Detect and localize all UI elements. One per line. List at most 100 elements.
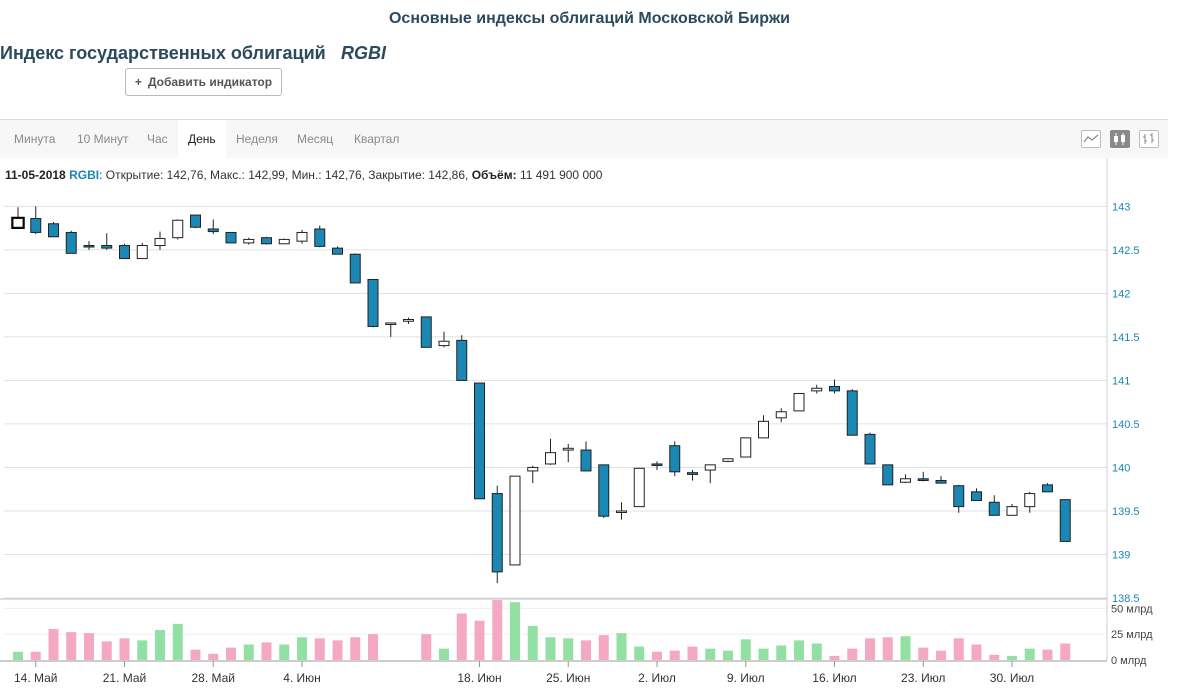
volume-bar <box>119 638 130 660</box>
tab-week[interactable]: Неделя <box>236 132 278 146</box>
candle-body <box>101 245 113 249</box>
candle-down <box>314 225 326 248</box>
candle-body <box>83 245 95 248</box>
line-chart-icon[interactable] <box>1081 130 1101 148</box>
candle-down <box>101 233 113 250</box>
y-tick-label: 140 <box>1112 462 1130 474</box>
volume-bar <box>456 613 467 660</box>
candle-body <box>971 491 982 502</box>
volume-bar <box>953 638 964 660</box>
candle-body <box>953 485 965 508</box>
candle-up <box>1024 491 1036 513</box>
candle-body <box>420 316 432 348</box>
candle-up <box>1006 504 1018 516</box>
volume-bar <box>297 637 307 660</box>
volume-bar <box>13 651 23 660</box>
volume-tick-label: 25 млрд <box>1111 629 1153 641</box>
x-tick-label: 14. Май <box>14 671 58 685</box>
candle-down <box>580 441 592 472</box>
candlestick-chart[interactable]: 143 142.5 142 141.5 141 140.5 140 139.5 139 138.5… <box>0 158 1179 691</box>
volume-bar <box>1060 643 1071 660</box>
volume-bar <box>1024 648 1035 660</box>
volume-bar <box>581 640 591 660</box>
volume-bar <box>279 644 290 660</box>
candle-body <box>669 445 681 473</box>
x-tick-label: 4. Июн <box>283 671 321 685</box>
candle-up <box>136 242 148 260</box>
volume-bar <box>882 637 893 660</box>
candle-body <box>207 228 219 233</box>
candle-down <box>491 485 503 584</box>
index-code: RGBI <box>341 43 386 63</box>
candle-body <box>758 420 769 439</box>
volume-bar <box>439 648 449 660</box>
volume-bar <box>687 646 698 660</box>
volume-bar <box>332 640 343 660</box>
candle-body <box>367 278 379 327</box>
candle-body <box>509 475 521 566</box>
candle-down <box>971 488 982 502</box>
volume-bar <box>155 630 165 660</box>
tab-minute[interactable]: Минута <box>14 132 56 146</box>
tab-month[interactable]: Месяц <box>297 132 334 146</box>
candle-body <box>190 214 201 228</box>
volume-bar <box>740 639 751 660</box>
y-tick-label: 141 <box>1112 375 1130 387</box>
candle-up <box>722 458 734 463</box>
candle-body <box>225 231 237 244</box>
y-tick-label: 142.5 <box>1112 245 1140 257</box>
candle-info-line: 11-05-2018 RGBI: Открытие: 142,76, Макс.… <box>5 168 602 182</box>
y-tick-label: 139 <box>1112 549 1130 561</box>
candlestick-icon-glyph <box>1114 133 1125 145</box>
candle-body <box>864 433 876 465</box>
candle-body <box>243 238 255 244</box>
candle-body <box>740 437 752 458</box>
volume-bar <box>368 634 378 660</box>
candle-body <box>562 447 574 451</box>
candle-down <box>207 219 219 235</box>
candle-body <box>527 466 539 472</box>
volume-bar <box>30 651 41 660</box>
candle-down <box>261 236 272 245</box>
candle-body <box>1042 484 1053 493</box>
volume-bar <box>758 648 769 660</box>
volume-bar <box>811 643 822 660</box>
candle-body <box>278 238 290 245</box>
candle-down <box>953 484 965 513</box>
candle-down <box>48 222 59 238</box>
tab-10-minutes[interactable]: 10 Минут <box>77 132 129 146</box>
y-tick-label: 142 <box>1112 288 1130 300</box>
volume-bar <box>652 651 662 660</box>
candle-up <box>793 392 805 412</box>
volume-bar <box>137 640 148 660</box>
ohlc-bars-icon[interactable] <box>1139 130 1159 148</box>
volume-bar <box>776 645 787 660</box>
volume-bar <box>794 640 804 660</box>
candle-up <box>509 475 521 566</box>
candle-body <box>385 322 397 325</box>
candle-down <box>598 464 610 518</box>
y-tick-label: 141.5 <box>1112 332 1140 344</box>
candle-up <box>403 317 414 324</box>
candle-body <box>349 253 361 284</box>
x-tick-label: 30. Июл <box>990 671 1034 685</box>
candle-body <box>332 247 343 255</box>
volume-bar <box>563 638 574 660</box>
candle-body <box>1006 506 1018 516</box>
candle-down <box>349 253 361 284</box>
volume-tick-label: 50 млрд <box>1111 603 1153 615</box>
candle-body <box>598 464 610 517</box>
tab-hour[interactable]: Час <box>147 132 168 146</box>
candlestick-icon[interactable] <box>1110 130 1130 148</box>
candle-down <box>651 461 663 471</box>
volume-bar <box>208 653 219 660</box>
candle-up <box>704 464 716 484</box>
add-indicator-button[interactable]: + Добавить индикатор <box>125 68 282 96</box>
tab-quarter[interactable]: Квартал <box>354 132 400 146</box>
candle-up <box>900 474 911 484</box>
candle-down <box>190 214 201 229</box>
tab-day[interactable]: День <box>178 120 226 158</box>
candle-down <box>935 476 947 484</box>
candle-body <box>1059 499 1071 542</box>
candle-body <box>65 231 77 254</box>
